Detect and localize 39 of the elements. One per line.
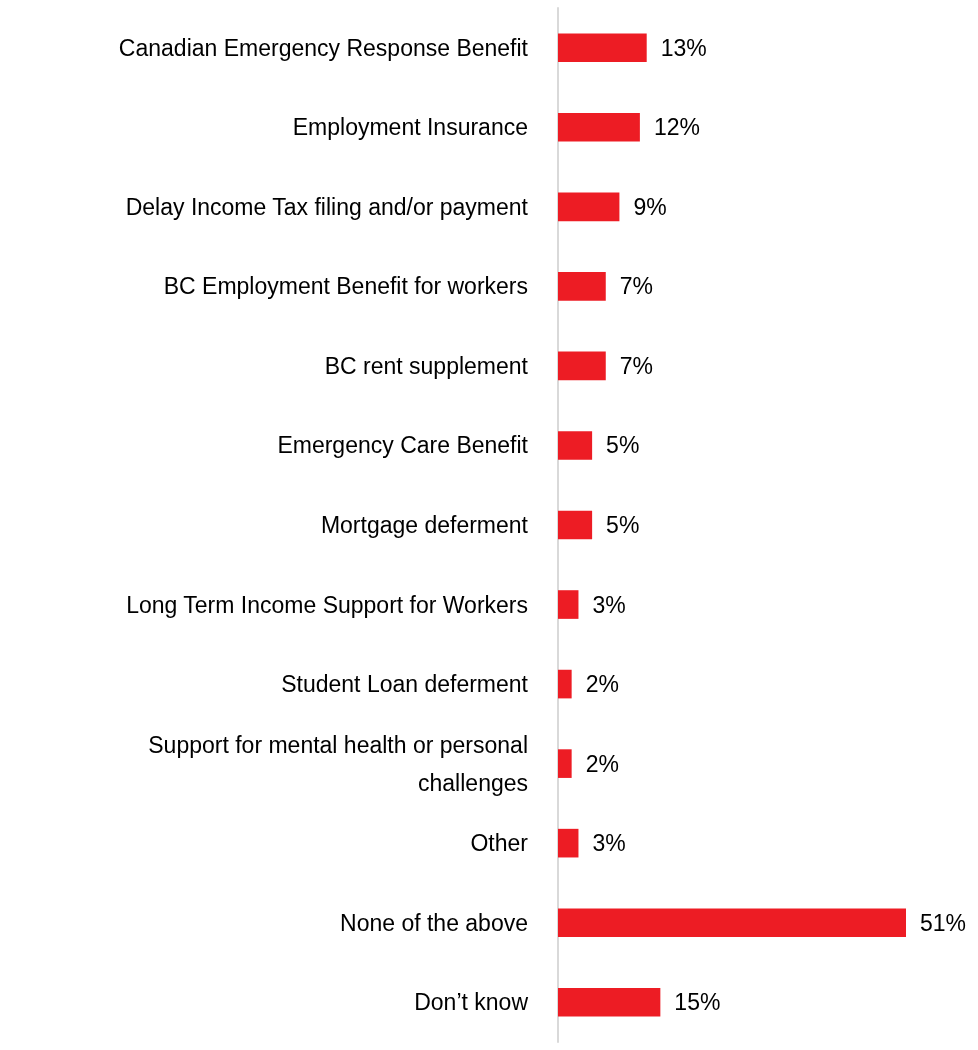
bar xyxy=(558,33,647,63)
bar xyxy=(558,908,906,938)
bar xyxy=(558,987,661,1017)
y-tick-label: Other xyxy=(470,830,529,857)
y-tick-label: BC rent supplement xyxy=(324,352,529,379)
data-label: 13% xyxy=(660,34,707,61)
data-label: 2% xyxy=(585,671,619,698)
y-tick-label: Don’t know xyxy=(414,989,529,1016)
y-tick-label: None of the above xyxy=(340,909,528,936)
y-tick-label: Long Term Income Support for Workers xyxy=(126,591,528,618)
data-label: 7% xyxy=(619,273,654,300)
bar xyxy=(558,351,606,381)
bar xyxy=(558,749,572,778)
bar xyxy=(558,431,593,460)
data-label: 5% xyxy=(606,512,640,538)
y-tick-label: Employment Insurance xyxy=(292,114,528,141)
data-label: 3% xyxy=(592,830,626,857)
bar xyxy=(558,828,579,858)
data-label: 51% xyxy=(920,909,967,936)
data-label: 7% xyxy=(619,352,654,379)
y-tick-label: BC Employment Benefit for workers xyxy=(163,273,528,300)
bar xyxy=(558,192,620,222)
bar xyxy=(558,112,640,142)
y-tick-label: Mortgage deferment xyxy=(320,512,529,538)
y-tick-label: Student Loan deferment xyxy=(281,671,529,698)
data-label: 3% xyxy=(592,591,626,618)
data-label: 5% xyxy=(606,432,640,459)
data-label: 2% xyxy=(585,750,619,777)
bar xyxy=(558,669,572,699)
y-tick-label: Support for mental health or personal challenges xyxy=(148,731,528,796)
bar xyxy=(558,510,593,540)
y-tick-label: Canadian Emergency Response Benefit xyxy=(118,34,529,61)
data-label: 15% xyxy=(674,989,721,1016)
bar xyxy=(558,590,579,619)
bar xyxy=(558,272,606,301)
data-label: 12% xyxy=(653,114,700,141)
data-label: 9% xyxy=(633,193,667,220)
y-tick-label: Delay Income Tax filing and/or payment xyxy=(125,193,529,220)
y-tick-label: Emergency Care Benefit xyxy=(277,432,529,459)
